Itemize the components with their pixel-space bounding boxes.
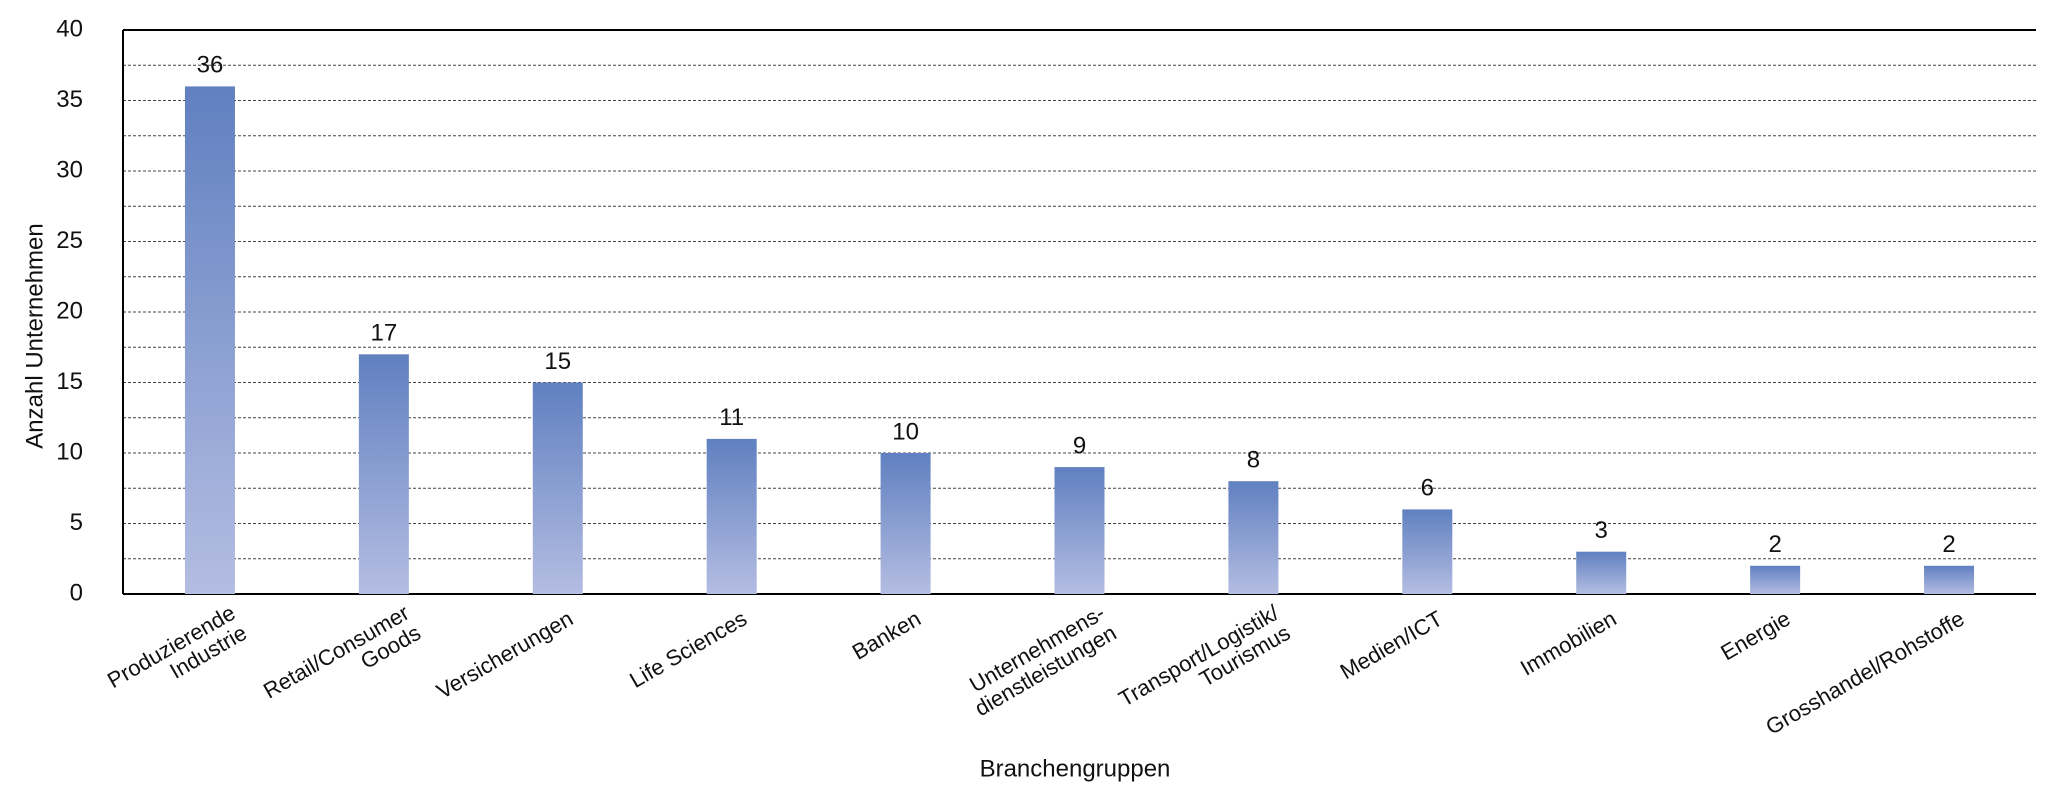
value-label: 2: [1942, 531, 1955, 558]
value-label: 3: [1595, 517, 1608, 544]
value-label: 15: [544, 348, 571, 375]
value-label: 6: [1421, 475, 1434, 502]
y-tick-label: 10: [56, 438, 83, 465]
value-label: 17: [371, 320, 398, 347]
value-label: 2: [1768, 531, 1781, 558]
value-label: 8: [1247, 447, 1260, 474]
y-tick-label: 30: [56, 156, 83, 183]
bar: [1750, 565, 1801, 594]
bar: [1228, 481, 1279, 594]
bar: [358, 354, 409, 594]
x-tick-label: Transport/Logistik/Tourismus: [1114, 599, 1295, 731]
x-tick-label: Life Sciences: [625, 606, 751, 693]
y-tick-label: 15: [56, 368, 83, 395]
y-tick-label: 35: [56, 86, 83, 113]
x-axis-title: Branchengruppen: [980, 755, 1171, 782]
value-label: 36: [197, 52, 224, 79]
y-axis-title: Anzahl Unternehmen: [21, 223, 48, 448]
x-tick-label: Versicherungen: [432, 606, 577, 704]
x-tick-label: Medien/ICT: [1336, 606, 1447, 685]
x-tick-label: Unternehmens-dienstleistungen: [959, 600, 1121, 721]
x-tick-label: Immobilien: [1516, 606, 1621, 681]
bar: [1054, 467, 1105, 594]
bar: [532, 382, 583, 594]
bar: [1924, 565, 1975, 594]
bar: [880, 453, 931, 594]
y-tick-label: 20: [56, 297, 83, 324]
x-tick-label: ProduzierendeIndustrie: [103, 600, 251, 713]
bar: [1576, 551, 1627, 594]
bar: [1402, 509, 1453, 594]
x-tick-label: Energie: [1716, 606, 1794, 666]
y-tick-label: 5: [70, 509, 83, 536]
x-tick-label: Banken: [848, 606, 925, 665]
x-tick-label: Retail/ConsumerGoods: [259, 600, 425, 724]
bar: [706, 438, 757, 594]
value-label: 11: [719, 404, 744, 431]
y-tick-label: 25: [56, 227, 83, 254]
bar: [184, 86, 235, 595]
y-tick-label: 0: [70, 579, 83, 606]
y-tick-label: 40: [56, 15, 83, 42]
value-label: 9: [1073, 432, 1086, 459]
value-label: 10: [892, 418, 919, 445]
